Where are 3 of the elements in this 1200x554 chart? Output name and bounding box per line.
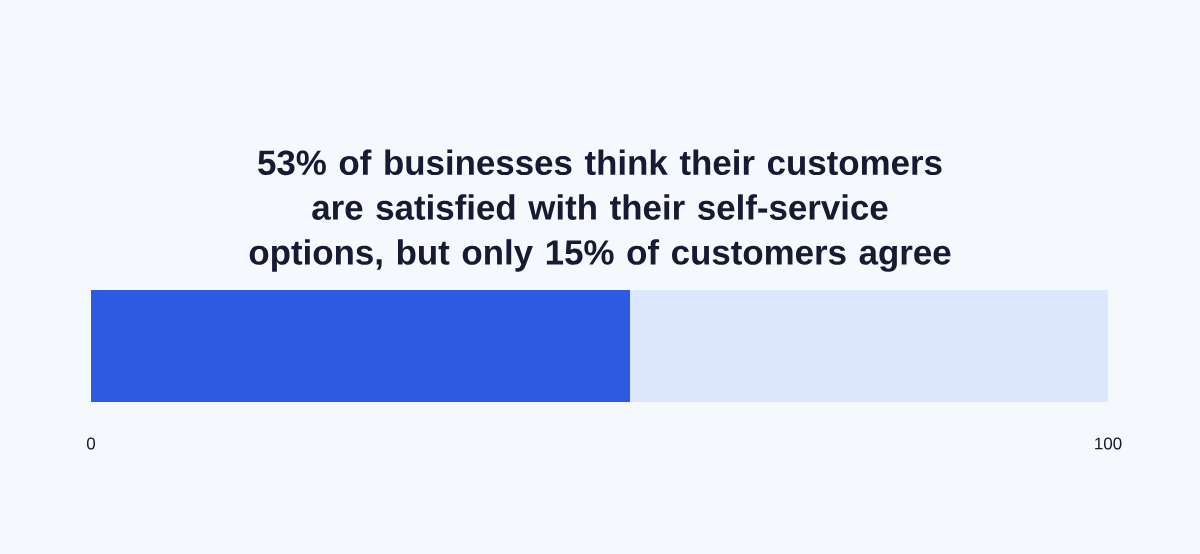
x-tick-label: 0	[86, 437, 96, 450]
x-tick-label: 100	[1095, 437, 1122, 450]
chart-title: 53% of businesses think their customers are satisfied with their self-service options, but only 15% of customers agree	[249, 149, 951, 272]
